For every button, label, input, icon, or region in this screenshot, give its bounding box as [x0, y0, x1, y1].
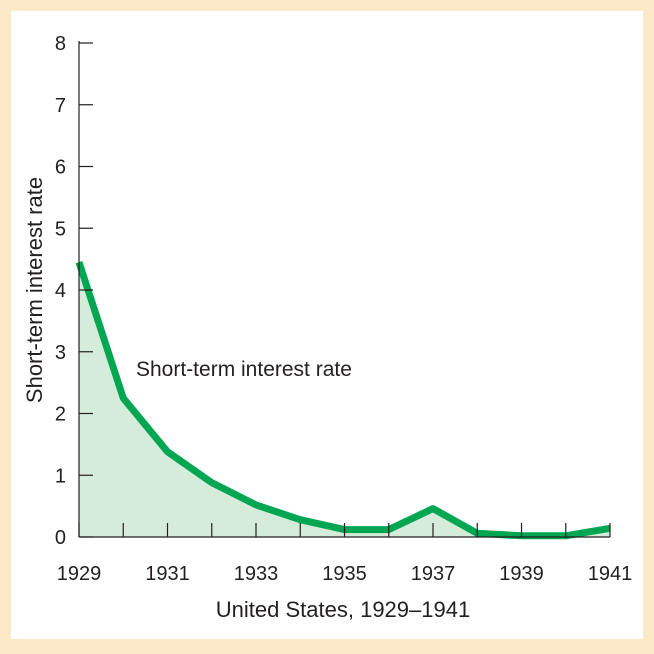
y-tick-label: 8: [55, 33, 66, 55]
y-axis-title: Short-term interest rate: [22, 177, 47, 403]
x-tick-label: 1939: [499, 563, 544, 585]
x-tick-label: 1933: [234, 563, 279, 585]
x-tick-label: 1929: [57, 563, 102, 585]
y-tick-label: 6: [55, 157, 66, 179]
y-tick-label: 0: [55, 527, 66, 549]
x-tick-label: 1941: [588, 563, 633, 585]
y-tick-label: 2: [55, 404, 66, 426]
axis-layer: 0 1 2 3 4 5 6 7 8 1929 1931 1933 1935 1937 1939 1941: [55, 33, 632, 585]
y-tick-label: 4: [55, 280, 66, 302]
series-area-fill: [79, 262, 610, 537]
x-tick-label: 1937: [411, 563, 456, 585]
series-annotation: Short-term interest rate: [136, 358, 352, 381]
x-tick-label: 1931: [145, 563, 190, 585]
x-axis-title: United States, 1929–1941: [216, 597, 470, 622]
y-tick-label: 7: [55, 95, 66, 117]
x-tick-label: 1935: [322, 563, 367, 585]
y-tick-label: 3: [55, 342, 66, 364]
y-tick-label: 1: [55, 465, 66, 487]
plot-layer: [75, 261, 611, 540]
y-tick-label: 5: [55, 218, 66, 240]
